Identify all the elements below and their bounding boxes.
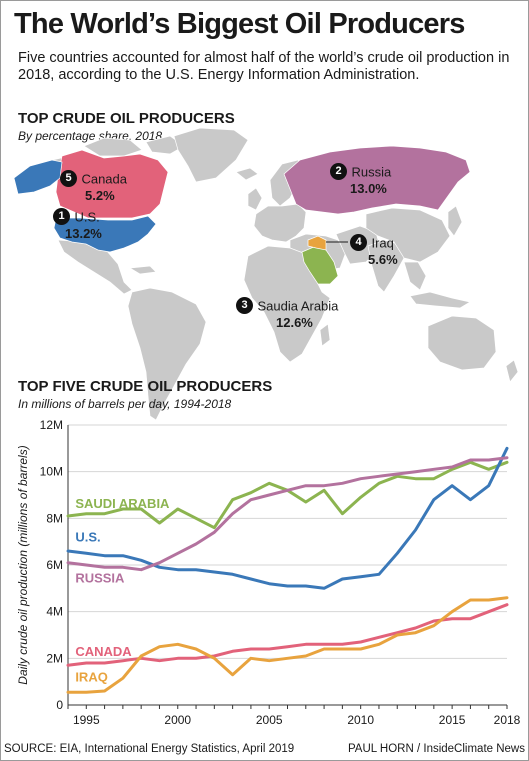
producer-name: Iraq xyxy=(371,235,394,251)
europe xyxy=(253,203,307,243)
x-tick-label: 2018 xyxy=(494,713,521,727)
canada-region xyxy=(55,149,169,219)
producer-name: Saudia Arabia xyxy=(257,298,339,314)
credit-note: PAUL HORN / InsideClimate News xyxy=(347,743,525,755)
us-region xyxy=(53,215,157,253)
y-tick-label: 8M xyxy=(46,511,63,525)
series-label: IRAQ xyxy=(75,670,108,685)
label-canada: 5 Canada 5.2% xyxy=(60,170,127,203)
source-note: SOURCE: EIA, International Energy Statis… xyxy=(4,743,295,755)
series-line xyxy=(66,446,509,590)
africa xyxy=(243,245,331,363)
series-label: RUSSIA xyxy=(75,571,125,586)
series-line xyxy=(66,456,509,572)
new-zealand xyxy=(505,359,519,383)
producer-name: Russia xyxy=(351,164,392,180)
iceland xyxy=(235,167,259,181)
russia-region xyxy=(283,145,471,215)
australia xyxy=(427,315,497,371)
label-russia: 2 Russia 13.0% xyxy=(330,163,391,196)
label-saudi-arabia: 3 Saudia Arabia 12.6% xyxy=(236,297,338,330)
series-line xyxy=(66,603,509,667)
arctic-islands xyxy=(145,135,185,155)
iraq-region xyxy=(307,235,327,251)
rank-badge: 2 xyxy=(330,163,347,181)
x-tick-label: 2015 xyxy=(439,713,466,727)
japan xyxy=(447,205,463,237)
producer-share: 13.0% xyxy=(350,181,387,196)
caribbean xyxy=(128,265,157,275)
china xyxy=(365,207,451,263)
series-label: SAUDI ARABIA xyxy=(75,496,170,511)
rank-badge: 3 xyxy=(236,297,253,315)
producer-share: 5.2% xyxy=(85,188,115,203)
chart-title: TOP FIVE CRUDE OIL PRODUCERS xyxy=(18,378,273,395)
y-axis-title: Daily crude oil production (millions of … xyxy=(16,445,30,684)
producer-share: 12.6% xyxy=(276,315,313,330)
label-iraq: 4 Iraq 5.6% xyxy=(350,234,398,267)
greenland xyxy=(173,127,249,183)
producer-share: 13.2% xyxy=(65,226,102,241)
producer-name: Canada xyxy=(81,171,127,187)
intro-text: Five countries accounted for almost half… xyxy=(18,50,510,83)
page-title: The World’s Biggest Oil Producers xyxy=(14,8,465,40)
series-label: U.S. xyxy=(75,530,100,545)
rank-badge: 1 xyxy=(53,208,70,226)
x-tick-label: 2010 xyxy=(347,713,374,727)
rank-badge: 4 xyxy=(350,234,367,252)
rank-badge: 5 xyxy=(60,170,77,188)
map-title: TOP CRUDE OIL PRODUCERS xyxy=(18,110,235,127)
y-tick-label: 4M xyxy=(46,605,63,619)
arctic-islands xyxy=(83,137,143,157)
producer-name: U.S. xyxy=(74,209,100,225)
britain xyxy=(247,187,263,211)
madagascar xyxy=(319,323,331,347)
series-line xyxy=(66,596,509,694)
label-us: 1 U.S. 13.2% xyxy=(53,208,102,241)
y-tick-label: 10M xyxy=(40,465,63,479)
series-label: CANADA xyxy=(75,644,132,659)
southeast-asia xyxy=(403,261,427,291)
y-tick-label: 0 xyxy=(56,698,63,712)
y-tick-label: 2M xyxy=(46,651,63,665)
south-america xyxy=(127,287,207,421)
producer-share: 5.6% xyxy=(368,252,398,267)
y-tick-label: 12M xyxy=(40,418,63,432)
indonesia xyxy=(409,291,471,309)
x-tick-label: 2005 xyxy=(256,713,283,727)
x-tick-label: 1995 xyxy=(73,713,100,727)
y-tick-label: 6M xyxy=(46,558,63,572)
x-tick-label: 2000 xyxy=(164,713,191,727)
chart-subtitle: In millions of barrels per day, 1994-201… xyxy=(18,397,232,411)
india xyxy=(367,239,405,293)
